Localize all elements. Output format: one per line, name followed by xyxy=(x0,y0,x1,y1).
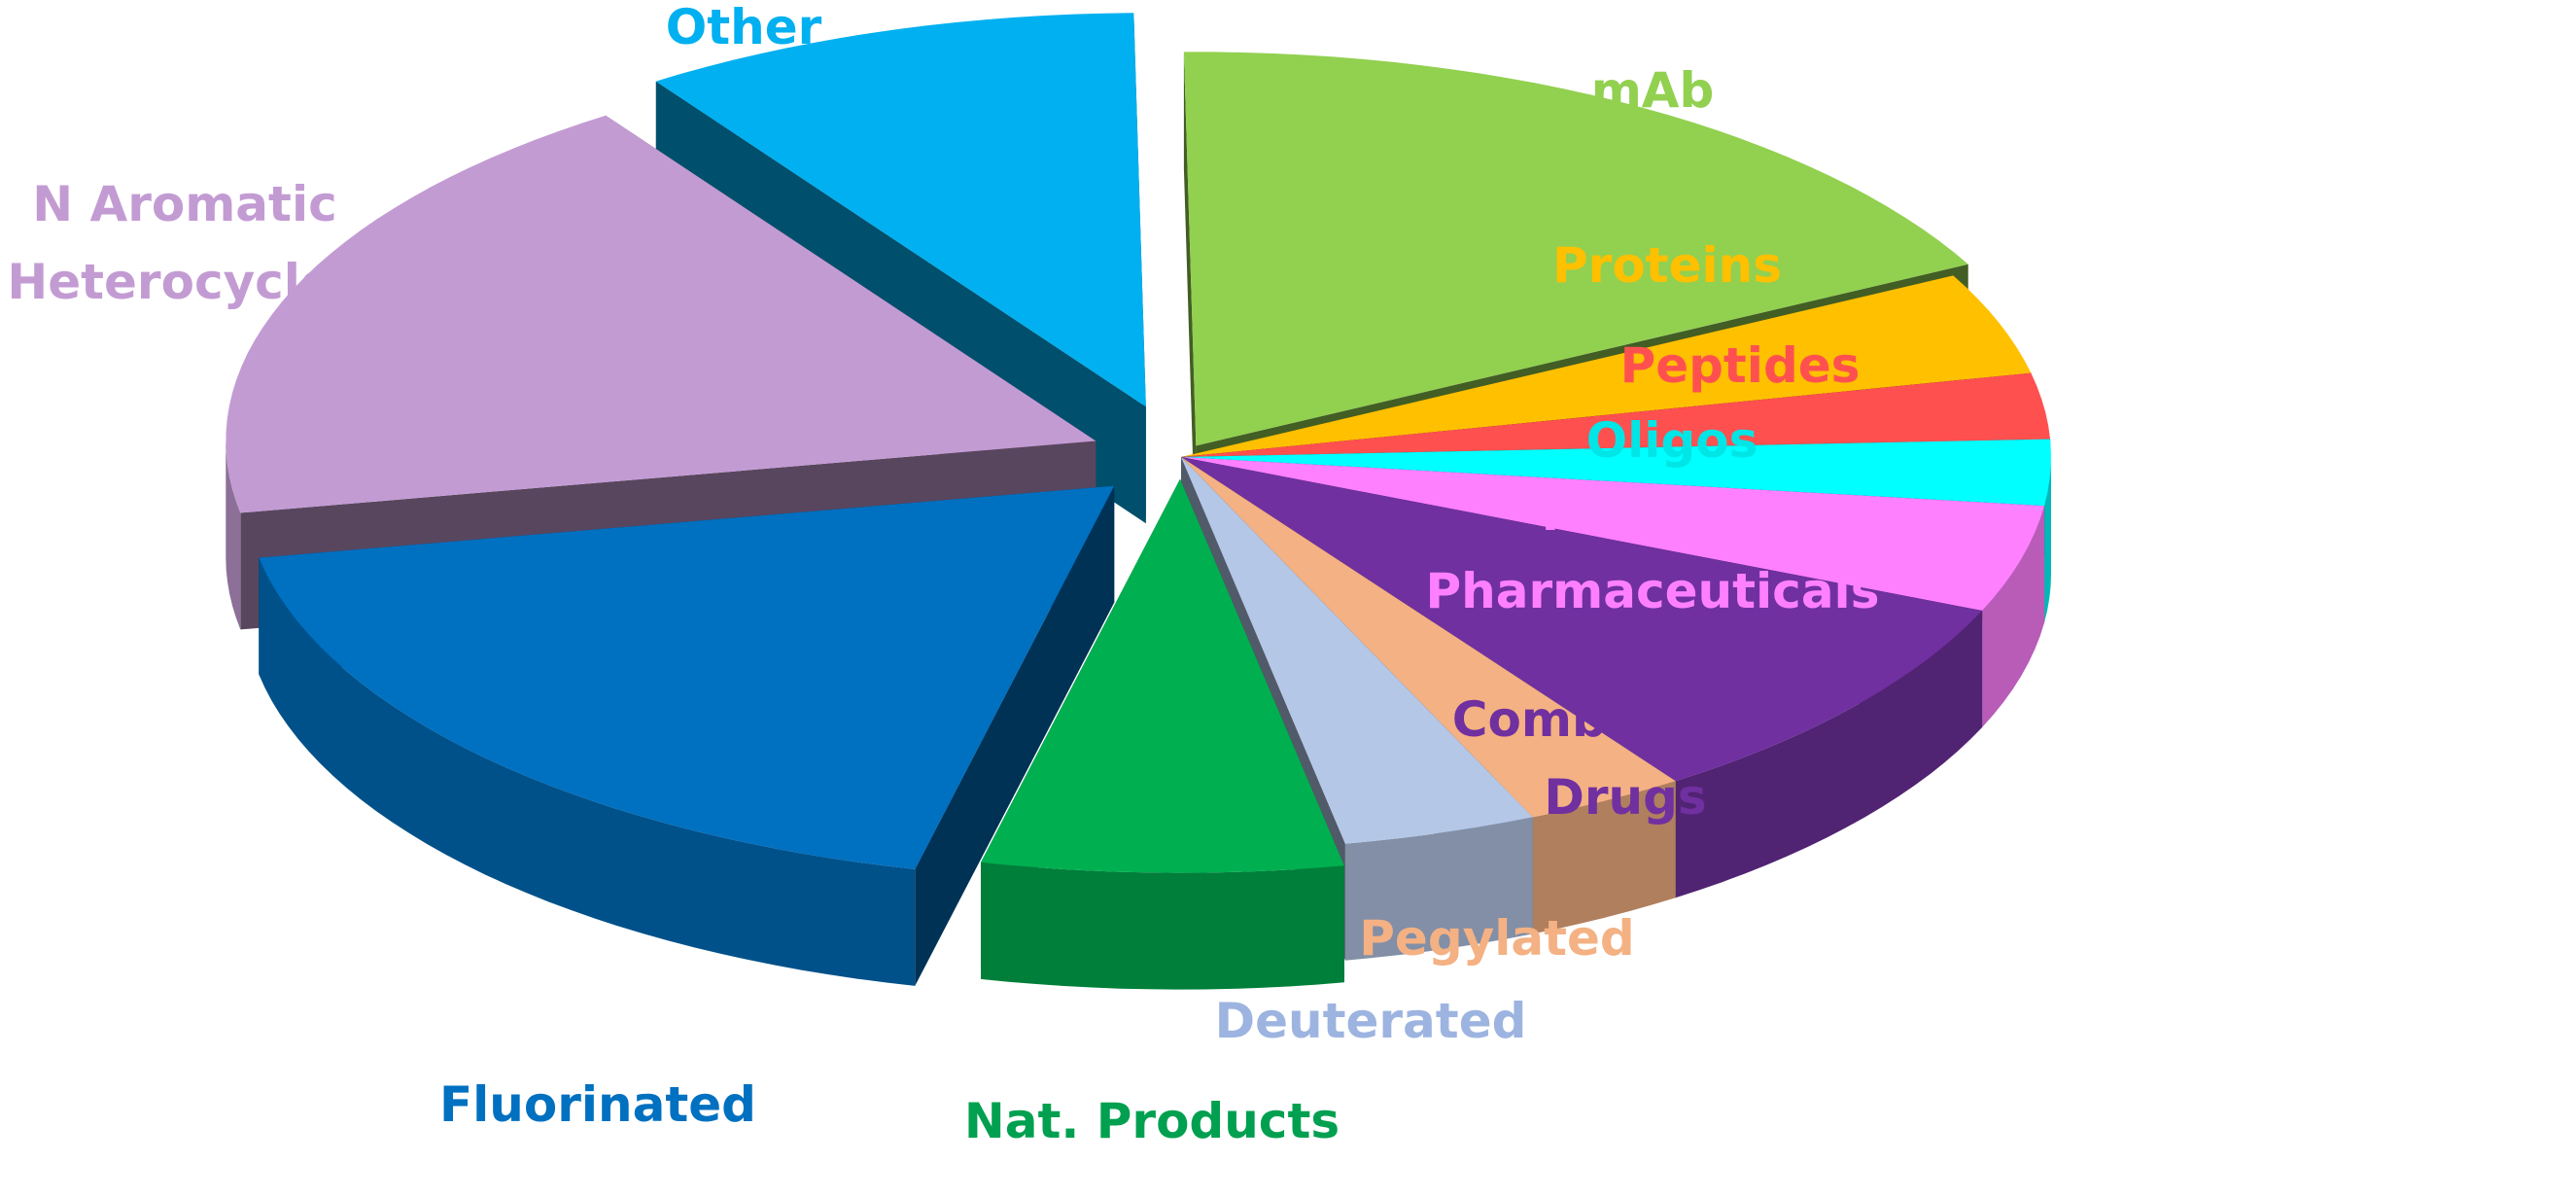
pie-slice-top xyxy=(1181,457,1983,782)
pie-slice-top xyxy=(226,115,1097,513)
pie-slice-wall xyxy=(1183,52,1197,563)
slice-label-mab: mAb xyxy=(1591,62,1715,119)
slice-label-n-aromatic-heterocycles: N Aromatic Heterocycles xyxy=(7,176,362,310)
pie-slice-top xyxy=(1183,52,1968,446)
pie-slice-side xyxy=(1532,781,1676,934)
pie-slice-top xyxy=(981,478,1344,873)
pie-slice-side xyxy=(259,557,916,986)
slice-label-pegylated: Pegylated xyxy=(1359,910,1634,967)
pie-slice-top xyxy=(1181,439,2051,507)
slice-label-proteins: Proteins xyxy=(1552,237,1782,294)
pie-slice-top xyxy=(1181,275,2032,457)
pie-slice-top xyxy=(259,485,1115,869)
pie-slice-top xyxy=(1181,457,1676,818)
slice-label-deuterated: Deuterated xyxy=(1215,993,1527,1049)
pie-slice-wall xyxy=(915,485,1115,986)
slice-label-peptides: Peptides xyxy=(1620,337,1861,394)
slices-layer xyxy=(226,13,2051,990)
pie-slice-side xyxy=(226,440,241,630)
slice-label-nat-products: Nat. Products xyxy=(964,1093,1340,1149)
pie-slice-side xyxy=(1675,611,1983,898)
pie-slice-nat-products xyxy=(980,478,1344,990)
pie-slice-side xyxy=(1982,506,2045,727)
pie-slice-side xyxy=(981,862,1344,990)
slice-label-other: Other xyxy=(666,0,822,55)
slice-label-oligos: Oligos xyxy=(1586,412,1758,469)
pie-slice-side xyxy=(2044,457,2051,623)
pie-slice-top xyxy=(1181,457,1533,844)
pie-slice-top xyxy=(1181,457,2045,611)
slice-label-fluorinated: Fluorinated xyxy=(439,1076,756,1133)
slice-label-imaging-pharmaceuticals: Imaging Pharmaceuticals xyxy=(1426,485,1880,619)
pie-slice-top xyxy=(655,13,1146,407)
pie-slice-side xyxy=(1344,817,1533,961)
pie-slice-top xyxy=(1181,372,2051,457)
slice-label-combination-drugs: Combination Drugs xyxy=(1452,691,1798,826)
pie-slice-fluorinated xyxy=(259,485,1115,986)
labels-layer: mAb Proteins Peptides Oligos Imaging Pharmace… xyxy=(7,0,1879,1149)
